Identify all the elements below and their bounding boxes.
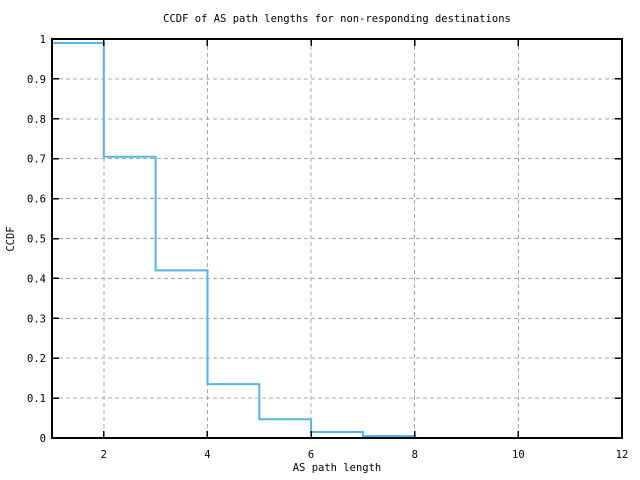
x-tick-label: 8 <box>412 449 418 461</box>
y-tick-label: 1 <box>40 34 46 46</box>
y-axis-label: CCDF <box>5 226 17 251</box>
x-tick-label: 2 <box>101 449 107 461</box>
x-axis-label: AS path length <box>293 462 382 474</box>
chart-title: CCDF of AS path lengths for non-respondi… <box>163 13 511 25</box>
x-tick-label: 10 <box>512 449 525 461</box>
y-tick-label: 0.2 <box>27 353 46 365</box>
y-tick-label: 0.9 <box>27 74 46 86</box>
y-tick-label: 0.8 <box>27 114 46 126</box>
y-tick-label: 0.7 <box>27 154 46 166</box>
tick-labels: 2 4 6 8 10 12 0 0.1 0.2 0.3 0.4 0.5 0.6 0.7 0.8 0.9 1 <box>27 34 628 461</box>
y-tick-label: 0.6 <box>27 194 46 206</box>
y-tick-label: 0.1 <box>27 393 46 405</box>
x-tick-label: 12 <box>616 449 629 461</box>
plot-border <box>51 38 623 439</box>
grid-lines <box>52 39 622 438</box>
y-tick-label: 0.3 <box>27 313 46 325</box>
y-tick-label: 0 <box>40 433 46 445</box>
y-tick-label: 0.5 <box>27 234 46 246</box>
ccdf-step-line <box>52 42 416 438</box>
y-tick-label: 0.4 <box>27 273 46 285</box>
x-tick-label: 4 <box>204 449 210 461</box>
data-series <box>52 42 416 438</box>
axis-ticks <box>52 38 623 439</box>
x-tick-label: 6 <box>308 449 314 461</box>
